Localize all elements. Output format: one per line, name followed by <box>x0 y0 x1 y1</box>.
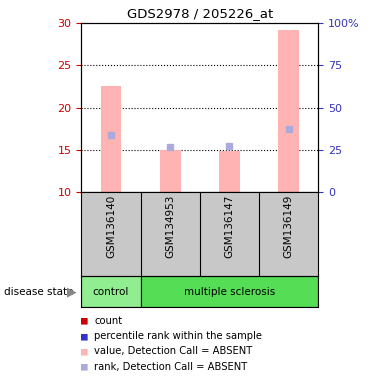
Bar <box>101 86 121 192</box>
Bar <box>160 150 181 192</box>
Text: GSM136149: GSM136149 <box>283 195 294 258</box>
Text: rank, Detection Call = ABSENT: rank, Detection Call = ABSENT <box>94 362 248 372</box>
Bar <box>219 151 240 192</box>
Text: GSM134953: GSM134953 <box>165 195 175 258</box>
Text: control: control <box>93 287 129 297</box>
Text: ■: ■ <box>81 346 88 356</box>
Bar <box>141 276 318 307</box>
Text: ■: ■ <box>81 316 88 326</box>
Text: multiple sclerosis: multiple sclerosis <box>184 287 275 297</box>
Title: GDS2978 / 205226_at: GDS2978 / 205226_at <box>127 7 273 20</box>
Text: ▶: ▶ <box>67 285 77 298</box>
Bar <box>81 276 141 307</box>
Text: GSM136147: GSM136147 <box>224 195 235 258</box>
Text: count: count <box>94 316 122 326</box>
Text: ■: ■ <box>81 362 88 372</box>
Bar <box>278 30 299 192</box>
Text: GSM136140: GSM136140 <box>106 195 116 258</box>
Text: value, Detection Call = ABSENT: value, Detection Call = ABSENT <box>94 346 253 356</box>
Text: percentile rank within the sample: percentile rank within the sample <box>94 331 262 341</box>
Text: ■: ■ <box>81 331 88 341</box>
Text: disease state: disease state <box>4 287 73 297</box>
